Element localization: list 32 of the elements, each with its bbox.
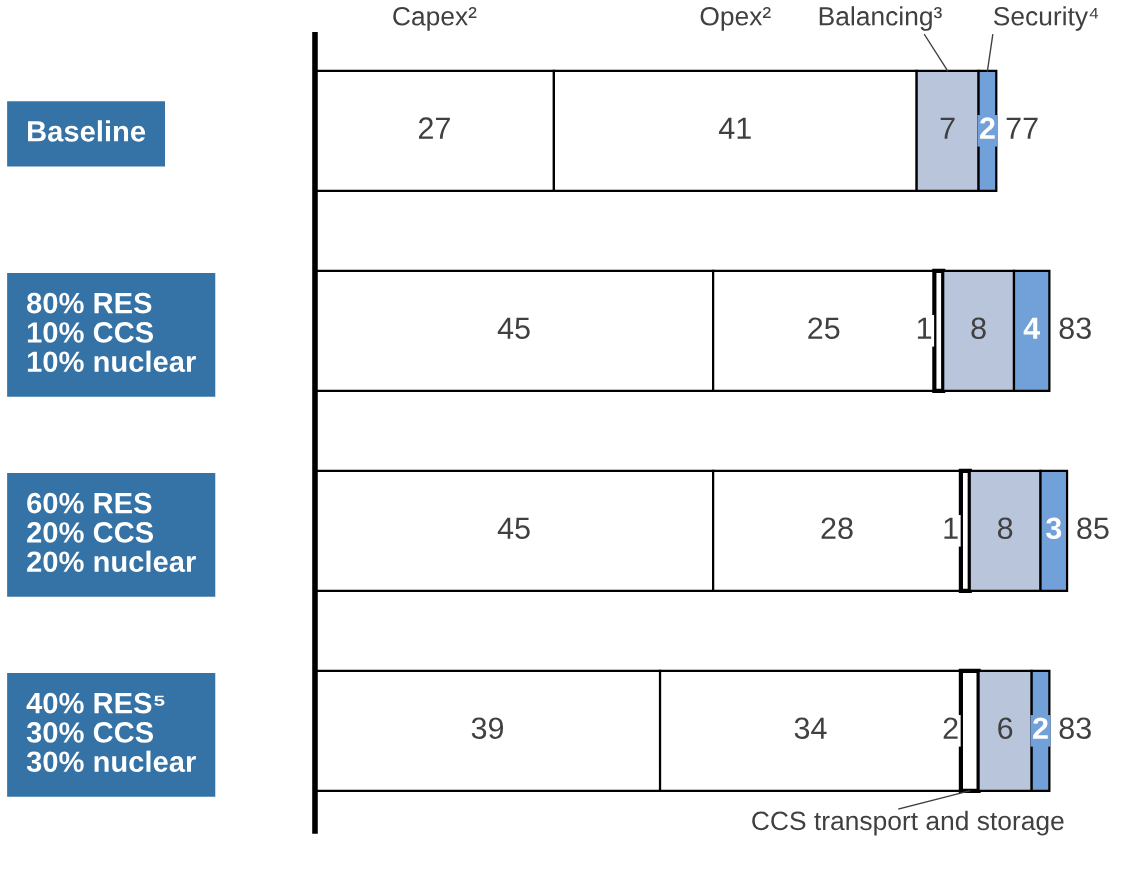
data-label: 2 — [943, 717, 958, 739]
data-label: 6 — [998, 717, 1013, 740]
total-label: 77 — [1006, 117, 1038, 139]
text: CCS transport and storage — [752, 810, 1064, 836]
data-label: 25 — [808, 317, 840, 340]
data-label: 39 — [471, 717, 504, 740]
data-label: 2 — [1033, 717, 1048, 739]
series-label: Capex² — [393, 6, 477, 31]
data-label: 7 — [940, 117, 955, 139]
total-label: 83 — [1059, 317, 1091, 340]
data-label: 2 — [980, 117, 995, 139]
series-label: Security⁴ — [993, 6, 1099, 31]
series-label: Opex² — [700, 6, 771, 31]
total-label: 83 — [1059, 717, 1091, 740]
data-label: 1 — [917, 317, 932, 339]
y-tick-label: 80% RES 10% CCS 10% nuclear — [27, 292, 196, 373]
data-label: 27 — [418, 117, 450, 139]
data-label: 4 — [1023, 317, 1041, 339]
data-label: 34 — [794, 717, 827, 740]
data-label: 3 — [1046, 517, 1062, 540]
data-label: 8 — [971, 317, 986, 340]
data-label: 8 — [997, 517, 1013, 540]
data-label: 45 — [497, 517, 530, 540]
data-label: 45 — [497, 317, 530, 340]
y-tick-label: 40% RES⁵ 30% CCS 30% nuclear — [26, 692, 196, 773]
total-label: 85 — [1077, 517, 1109, 540]
data-label: 41 — [718, 117, 751, 139]
y-tick-label: Baseline — [28, 120, 146, 142]
series-label: Balancing³ — [819, 6, 942, 31]
y-tick-label: 60% RES 20% CCS 20% nuclear — [27, 492, 196, 573]
data-label: 1 — [944, 517, 958, 539]
data-label: 28 — [821, 517, 853, 540]
